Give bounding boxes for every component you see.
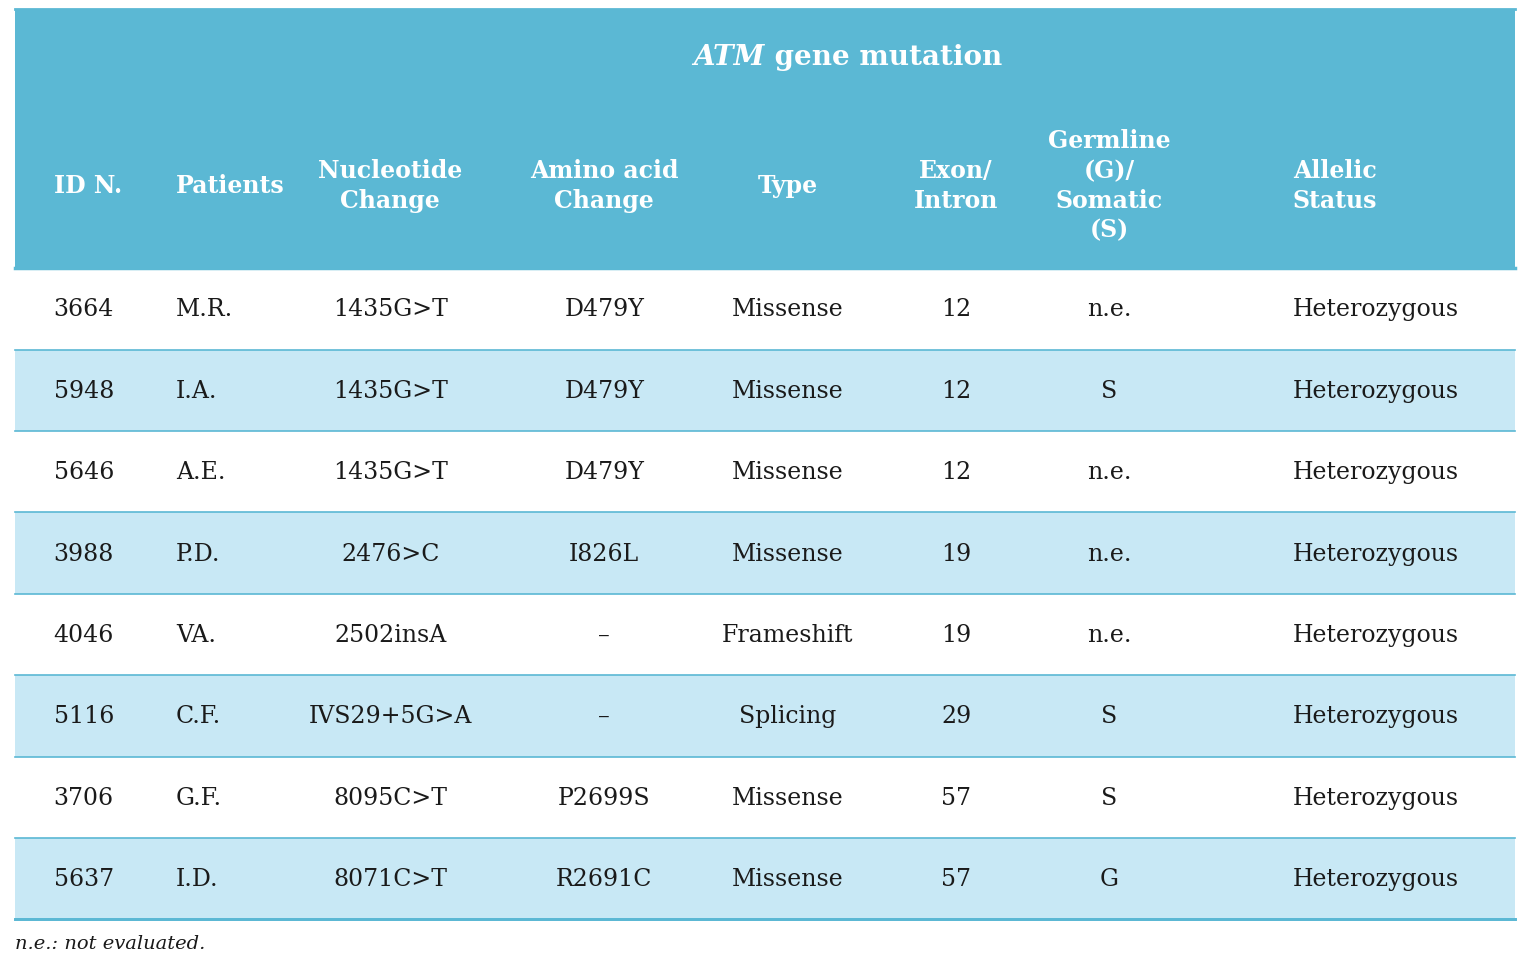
Text: D479Y: D479Y [565,298,644,321]
Text: 4046: 4046 [54,623,113,646]
Bar [15,512,1515,595]
Text: Heterozygous: Heterozygous [1293,704,1460,728]
Text: gene mutation: gene mutation [765,44,1002,71]
Text: P.D.: P.D. [176,542,220,565]
Text: Germline
(G)/
Somatic
(S): Germline (G)/ Somatic (S) [1048,129,1170,243]
Text: 5637: 5637 [54,867,113,890]
Text: 8071C>T: 8071C>T [334,867,447,890]
Bar [15,595,1515,676]
Text: Missense: Missense [731,542,845,565]
Text: 3664: 3664 [54,298,113,321]
Text: 3988: 3988 [54,542,113,565]
Text: Heterozygous: Heterozygous [1293,461,1460,484]
Bar [15,676,1515,757]
Text: Nucleotide
Change: Nucleotide Change [318,159,462,212]
Bar [15,431,1515,512]
Text: n.e.: n.e. [1086,542,1132,565]
Text: 8095C>T: 8095C>T [334,786,447,809]
Text: S: S [1102,704,1117,728]
Text: Splicing: Splicing [739,704,837,728]
Text: I.A.: I.A. [176,379,217,402]
Bar [15,10,1515,269]
Bar [15,757,1515,838]
Text: D479Y: D479Y [565,379,644,402]
Text: VA.: VA. [176,623,216,646]
Text: ID N.: ID N. [54,174,122,198]
Text: 2476>C: 2476>C [341,542,439,565]
Text: Patients: Patients [176,174,285,198]
Text: n.e.: n.e. [1086,623,1132,646]
Text: Missense: Missense [731,298,845,321]
Text: Heterozygous: Heterozygous [1293,867,1460,890]
Text: I.D.: I.D. [176,867,219,890]
Text: n.e.: n.e. [1086,298,1132,321]
Text: A.E.: A.E. [176,461,225,484]
Text: 57: 57 [941,867,972,890]
Text: 57: 57 [941,786,972,809]
Text: 5646: 5646 [54,461,113,484]
Text: 12: 12 [941,379,972,402]
Text: n.e.: n.e. [1086,461,1132,484]
Text: Heterozygous: Heterozygous [1293,623,1460,646]
Text: Allelic
Status: Allelic Status [1293,159,1377,212]
Text: Missense: Missense [731,867,845,890]
Text: –: – [598,704,610,728]
Text: 12: 12 [941,461,972,484]
Bar [15,350,1515,431]
Text: D479Y: D479Y [565,461,644,484]
Text: G.F.: G.F. [176,786,222,809]
Text: 1435G>T: 1435G>T [332,298,448,321]
Text: 19: 19 [941,542,972,565]
Text: G: G [1100,867,1118,890]
Text: Heterozygous: Heterozygous [1293,298,1460,321]
Text: C.F.: C.F. [176,704,222,728]
Text: 1435G>T: 1435G>T [332,461,448,484]
Text: 12: 12 [941,298,972,321]
Text: R2691C: R2691C [557,867,652,890]
Text: –: – [598,623,610,646]
Text: IVS29+5G>A: IVS29+5G>A [309,704,471,728]
Text: Frameshift: Frameshift [722,623,854,646]
Text: 5948: 5948 [54,379,113,402]
Text: Missense: Missense [731,379,845,402]
Text: 2502insA: 2502insA [334,623,447,646]
Bar [15,838,1515,919]
Text: 1435G>T: 1435G>T [332,379,448,402]
Text: 19: 19 [941,623,972,646]
Text: Heterozygous: Heterozygous [1293,786,1460,809]
Text: Type: Type [757,174,819,198]
Text: Missense: Missense [731,786,845,809]
Text: Heterozygous: Heterozygous [1293,542,1460,565]
Text: 3706: 3706 [54,786,113,809]
Text: S: S [1102,379,1117,402]
Text: M.R.: M.R. [176,298,233,321]
Text: S: S [1102,786,1117,809]
Text: 29: 29 [941,704,972,728]
Text: Amino acid
Change: Amino acid Change [529,159,679,212]
Text: ATM: ATM [693,44,765,71]
Text: P2699S: P2699S [558,786,650,809]
Text: I826L: I826L [569,542,640,565]
Text: n.e.: not evaluated.: n.e.: not evaluated. [15,934,205,952]
Text: Heterozygous: Heterozygous [1293,379,1460,402]
Text: 5116: 5116 [54,704,113,728]
Text: Missense: Missense [731,461,845,484]
Bar [15,269,1515,350]
Text: Exon/
Intron: Exon/ Intron [913,159,999,212]
